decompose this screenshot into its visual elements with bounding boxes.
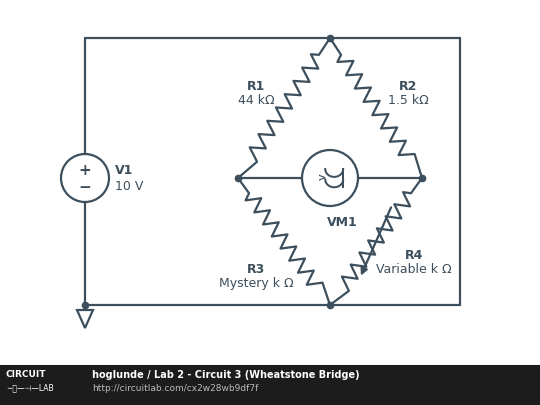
Text: 1.5 kΩ: 1.5 kΩ <box>388 94 428 107</box>
Text: ∼⧿—⊣—LAB: ∼⧿—⊣—LAB <box>6 383 53 392</box>
Text: Variable k Ω: Variable k Ω <box>376 263 452 276</box>
Text: CIRCUIT: CIRCUIT <box>6 370 46 379</box>
Text: R2: R2 <box>399 79 417 92</box>
Text: R3: R3 <box>247 263 265 276</box>
Text: >: > <box>318 173 326 183</box>
Text: 10 V: 10 V <box>115 181 144 194</box>
Text: −: − <box>79 180 91 195</box>
Text: hoglunde / Lab 2 - Circuit 3 (Wheatstone Bridge): hoglunde / Lab 2 - Circuit 3 (Wheatstone… <box>92 370 360 380</box>
Text: R4: R4 <box>405 249 423 262</box>
Text: 44 kΩ: 44 kΩ <box>238 94 274 107</box>
Text: +: + <box>79 163 91 178</box>
Text: VM1: VM1 <box>327 215 357 228</box>
Text: Mystery k Ω: Mystery k Ω <box>219 277 293 290</box>
Text: http://circuitlab.com/cx2w28wb9df7f: http://circuitlab.com/cx2w28wb9df7f <box>92 384 258 393</box>
Text: V1: V1 <box>115 164 133 177</box>
Bar <box>0 365 540 405</box>
Text: R1: R1 <box>247 79 265 92</box>
